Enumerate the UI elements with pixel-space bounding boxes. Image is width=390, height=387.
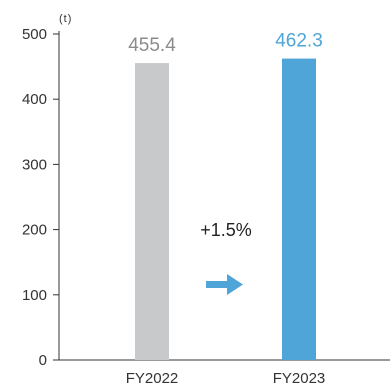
bar-fy2022	[135, 63, 169, 361]
x-tick-label: FY2023	[273, 370, 326, 387]
y-axis-unit: (t)	[59, 13, 72, 25]
bars: 455.4 FY2022 462.3 FY2023	[126, 31, 326, 387]
value-label-fy2023: 462.3	[275, 31, 323, 52]
x-tick-label: FY2022	[126, 370, 179, 387]
y-tick-label: 200	[22, 222, 47, 239]
y-tick-label: 100	[22, 287, 47, 304]
y-tick-label: 400	[22, 91, 47, 108]
arrow-right-icon	[206, 274, 243, 295]
value-label-fy2022: 455.4	[128, 35, 176, 56]
growth-annotation: +1.5%	[200, 220, 252, 240]
y-tick-label: 0	[39, 352, 47, 369]
bar-fy2023	[282, 58, 316, 361]
y-tick-label: 300	[22, 156, 47, 173]
y-tick-label: 500	[22, 26, 47, 43]
y-axis-ticks: 0 100 200 300 400 500	[22, 26, 59, 369]
